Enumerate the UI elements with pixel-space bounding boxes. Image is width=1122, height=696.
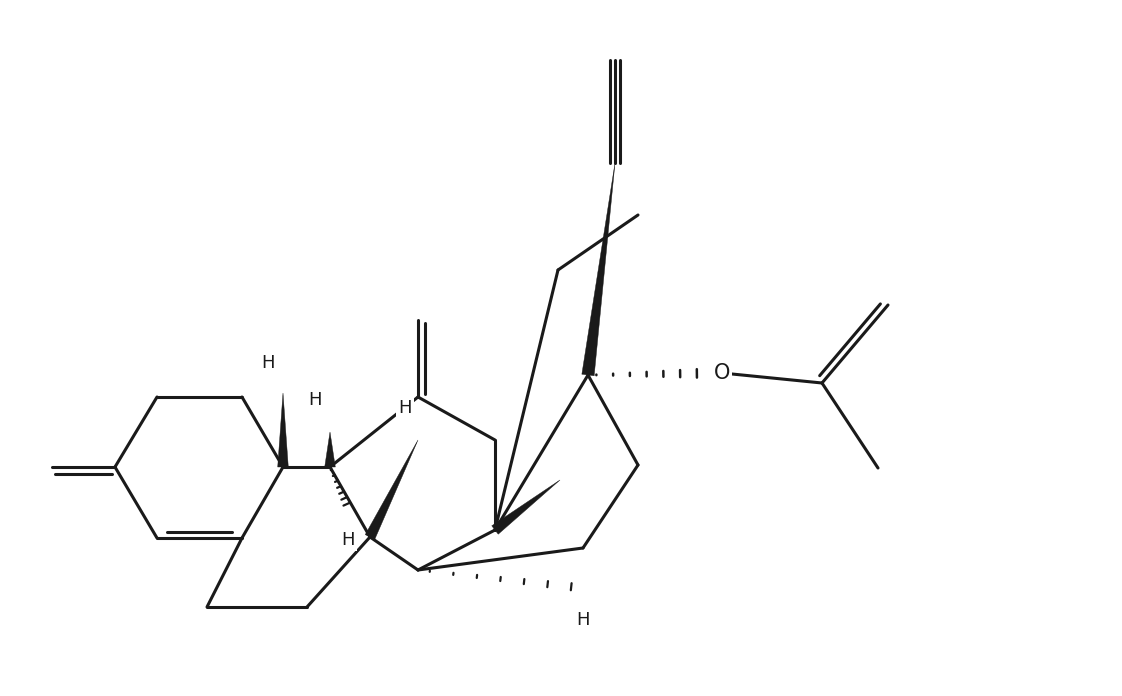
Text: O: O bbox=[714, 363, 730, 383]
Polygon shape bbox=[582, 163, 615, 376]
Polygon shape bbox=[324, 432, 335, 467]
Text: H: H bbox=[341, 531, 355, 549]
Text: H: H bbox=[577, 611, 590, 629]
Polygon shape bbox=[278, 393, 288, 467]
Polygon shape bbox=[491, 480, 560, 535]
Text: H: H bbox=[261, 354, 275, 372]
Text: H: H bbox=[398, 399, 412, 417]
Text: H: H bbox=[309, 391, 322, 409]
Polygon shape bbox=[366, 440, 419, 539]
